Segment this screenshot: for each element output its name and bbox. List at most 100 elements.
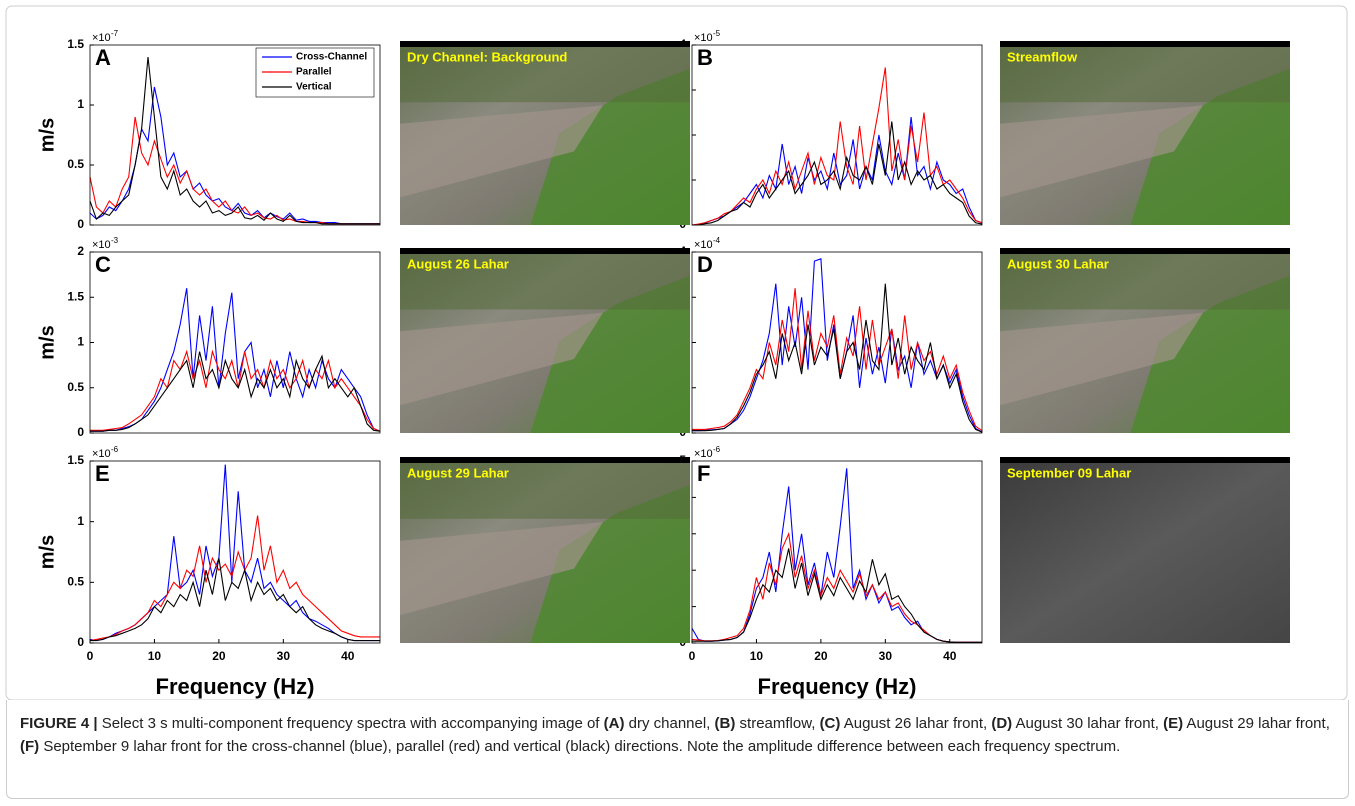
- caption-segment: (E): [1163, 715, 1184, 732]
- panel-label: D: [697, 252, 713, 277]
- y-tick-label: 0: [77, 425, 84, 439]
- caption-frame: [6, 700, 1349, 799]
- plot-area: [692, 45, 982, 225]
- x-tick-label: 30: [879, 649, 893, 663]
- y-tick-label: 0: [77, 217, 84, 231]
- plot-frame: [691, 44, 983, 226]
- series-line: [89, 515, 380, 642]
- y-multiplier: ×10: [694, 239, 713, 251]
- plot-frame: [89, 251, 381, 434]
- y-tick-label: 2: [77, 244, 84, 258]
- photo-vegetation: [1130, 68, 1290, 225]
- photo-vegetation: [1130, 275, 1290, 433]
- caption-segment: Select 3 s multi-component frequency spe…: [97, 715, 604, 732]
- legend-label: Vertical: [296, 82, 332, 93]
- y-exponent: -3: [111, 236, 119, 245]
- y-multiplier: ×10: [92, 448, 111, 460]
- y-multiplier: ×10: [92, 32, 111, 44]
- photo-hillside: [400, 47, 690, 103]
- y-tick-label: 1: [77, 335, 84, 349]
- x-tick-label: 20: [814, 649, 828, 663]
- panel-label: E: [95, 461, 110, 486]
- panel-label: B: [697, 45, 713, 70]
- x-tick-label: 30: [277, 649, 291, 663]
- caption-segment: (C): [819, 715, 841, 732]
- series-line: [692, 116, 983, 226]
- photo-label: August 30 Lahar: [1007, 256, 1109, 271]
- caption-segment: FIGURE 4 |: [20, 715, 98, 732]
- x-tick-label: 10: [750, 649, 764, 663]
- caption-segment: September 9 lahar front for the cross-ch…: [39, 738, 1121, 755]
- figure-caption: FIGURE 4 | Select 3 s multi-component fr…: [20, 712, 1340, 758]
- panel-label: C: [95, 252, 111, 277]
- photo-hillside: [1000, 47, 1290, 103]
- x-tick-label: 20: [212, 649, 226, 663]
- y-tick-label: 1.5: [67, 453, 84, 467]
- x-tick-label: 40: [341, 649, 355, 663]
- y-tick-label: 0.5: [67, 380, 84, 394]
- photo-hillside: [1000, 254, 1290, 310]
- photo-hillside: [400, 254, 690, 310]
- photo-bar: [400, 41, 690, 47]
- photo-channel: [400, 522, 603, 616]
- y-tick-label: 1: [77, 97, 84, 111]
- legend-label: Cross-Channel: [296, 52, 367, 63]
- caption-segment: streamflow,: [735, 715, 820, 732]
- series-line: [90, 558, 380, 642]
- photo-channel: [400, 312, 603, 406]
- photo-label: September 09 Lahar: [1007, 465, 1131, 480]
- y-exponent: -5: [713, 29, 721, 38]
- panel-label: A: [95, 45, 111, 70]
- photo-vegetation: [530, 68, 690, 225]
- caption-segment: (A): [603, 715, 625, 732]
- y-exponent: -7: [111, 29, 119, 38]
- photo-vegetation: [530, 275, 690, 433]
- photo-hillside: [400, 463, 690, 519]
- photo-label: Streamflow: [1007, 49, 1078, 64]
- plot-area: [90, 461, 380, 643]
- photo: [1000, 457, 1290, 643]
- plot-frame: [89, 460, 381, 644]
- caption-segment: (B): [714, 715, 736, 732]
- series-line: [691, 67, 983, 226]
- photo-bar: [1000, 457, 1290, 463]
- plot-frame: [691, 460, 983, 644]
- photo-vegetation: [530, 484, 690, 643]
- y-tick-label: 1.5: [67, 289, 84, 303]
- caption-segment: (D): [991, 715, 1013, 732]
- series-line: [692, 121, 983, 226]
- photo-channel: [1000, 105, 1203, 198]
- y-axis-label: m/s: [36, 118, 58, 152]
- figure: 00.511.5 ×10 -7Am/sCross-ChannelParallelVe…: [5, 5, 1348, 700]
- y-axis-label: m/s: [36, 535, 58, 569]
- x-axis-label: Frequency (Hz): [156, 674, 315, 699]
- series-line: [90, 349, 381, 432]
- caption-segment: August 29 lahar front,: [1183, 715, 1335, 732]
- caption-segment: (F): [20, 738, 40, 755]
- legend-label: Parallel: [296, 67, 332, 78]
- y-multiplier: ×10: [694, 448, 713, 460]
- series-line: [692, 283, 983, 433]
- series-line: [89, 56, 380, 225]
- photo-label: August 26 Lahar: [407, 256, 509, 271]
- x-tick-label: 40: [943, 649, 957, 663]
- caption-segment: August 30 lahar front,: [1012, 715, 1164, 732]
- photo-channel: [1000, 312, 1203, 406]
- y-exponent: -4: [713, 236, 721, 245]
- y-tick-label: 0: [77, 635, 84, 649]
- photo-bar: [400, 248, 690, 254]
- y-tick-label: 1.5: [67, 37, 84, 51]
- caption-segment: August 26 lahar front,: [840, 715, 992, 732]
- series-line: [692, 548, 982, 643]
- x-tick-label: 0: [87, 649, 94, 663]
- caption-segment: dry channel,: [624, 715, 715, 732]
- y-exponent: -6: [111, 445, 119, 454]
- plot-frame: [691, 251, 983, 434]
- photo-channel: [400, 105, 603, 198]
- x-axis-label: Frequency (Hz): [758, 674, 917, 699]
- y-tick-label: 1: [77, 514, 84, 528]
- figure-frame: [5, 5, 1348, 700]
- y-exponent: -6: [713, 445, 721, 454]
- x-tick-label: 0: [689, 649, 696, 663]
